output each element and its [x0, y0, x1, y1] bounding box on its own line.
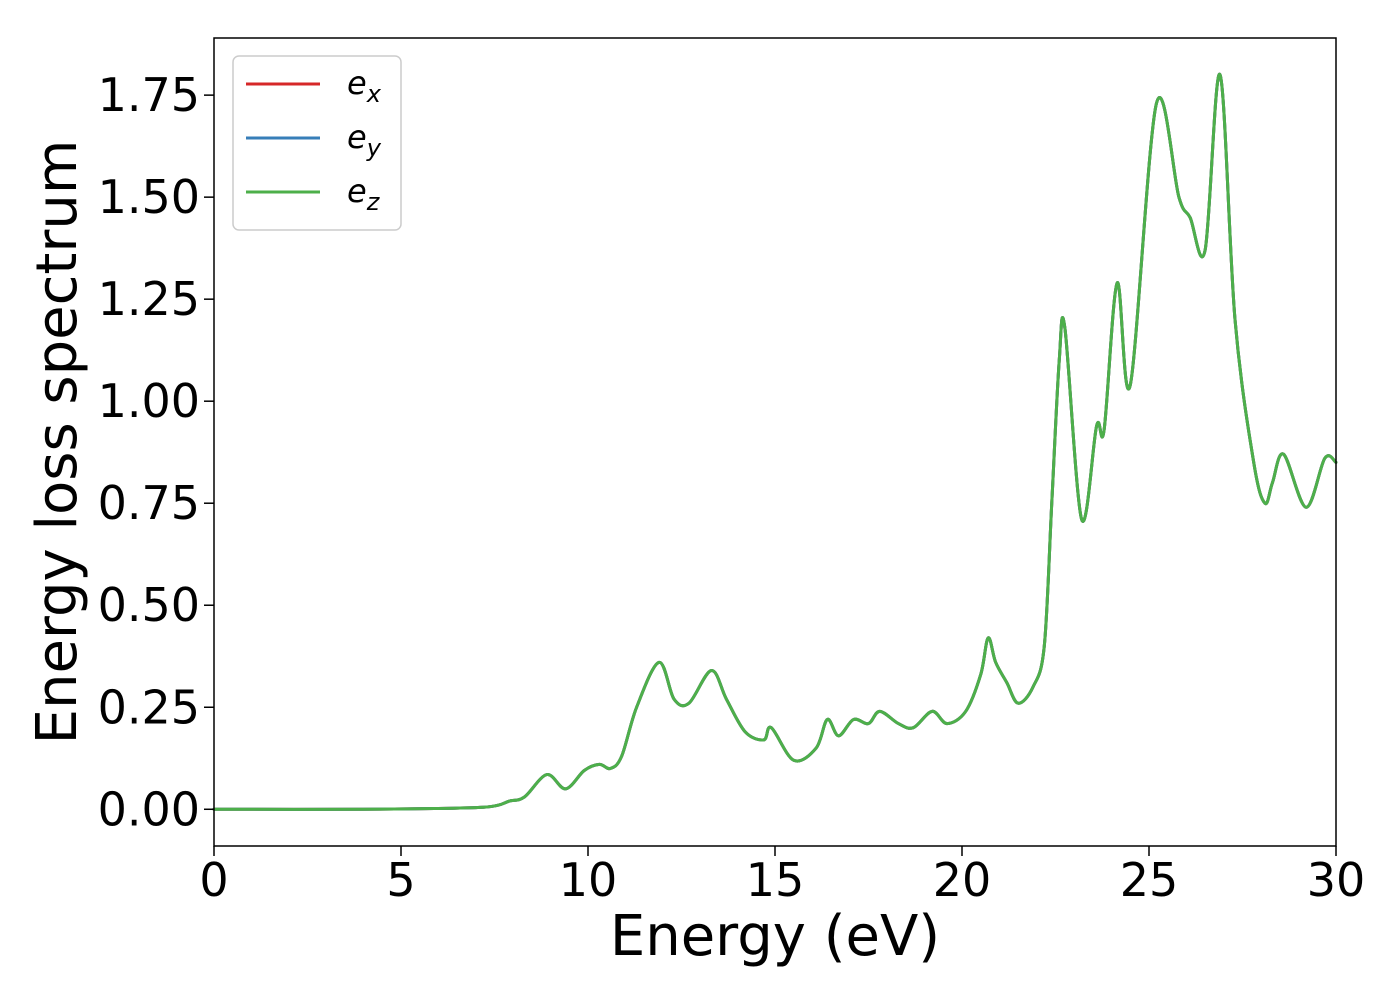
x-tick-label: 15: [746, 853, 805, 907]
y-tick-label: 0.50: [98, 578, 200, 632]
x-tick-label: 20: [933, 853, 992, 907]
legend-box: [232, 55, 402, 231]
legend: ex ey ez: [232, 55, 402, 231]
y-axis-label: Energy loss spectrum: [25, 140, 90, 745]
x-axis: 0 5 10 15 20 25 30: [199, 846, 1365, 907]
y-tick-label: 0.00: [98, 782, 200, 836]
y-tick-label: 1.25: [98, 272, 200, 326]
y-axis: 0.00 0.25 0.50 0.75 1.00 1.25 1.50 1.75: [98, 68, 214, 836]
legend-label-e-y: ey: [347, 118, 382, 162]
x-tick-label: 30: [1307, 853, 1366, 907]
y-tick-label: 0.75: [98, 476, 200, 530]
y-tick-label: 0.25: [98, 680, 200, 734]
legend-label-e-x: ex: [347, 64, 382, 108]
y-tick-label: 1.00: [98, 374, 200, 428]
x-tick-label: 10: [559, 853, 618, 907]
series-layer: [212, 73, 1338, 811]
y-tick-label: 1.75: [98, 68, 200, 122]
y-tick-label: 1.50: [98, 170, 200, 224]
series-line-e-z: [212, 73, 1338, 811]
x-tick-label: 0: [199, 853, 228, 907]
x-tick-label: 5: [386, 853, 415, 907]
x-axis-label: Energy (eV): [610, 904, 940, 969]
x-tick-label: 25: [1120, 853, 1179, 907]
legend-label-e-z: ez: [347, 172, 381, 216]
